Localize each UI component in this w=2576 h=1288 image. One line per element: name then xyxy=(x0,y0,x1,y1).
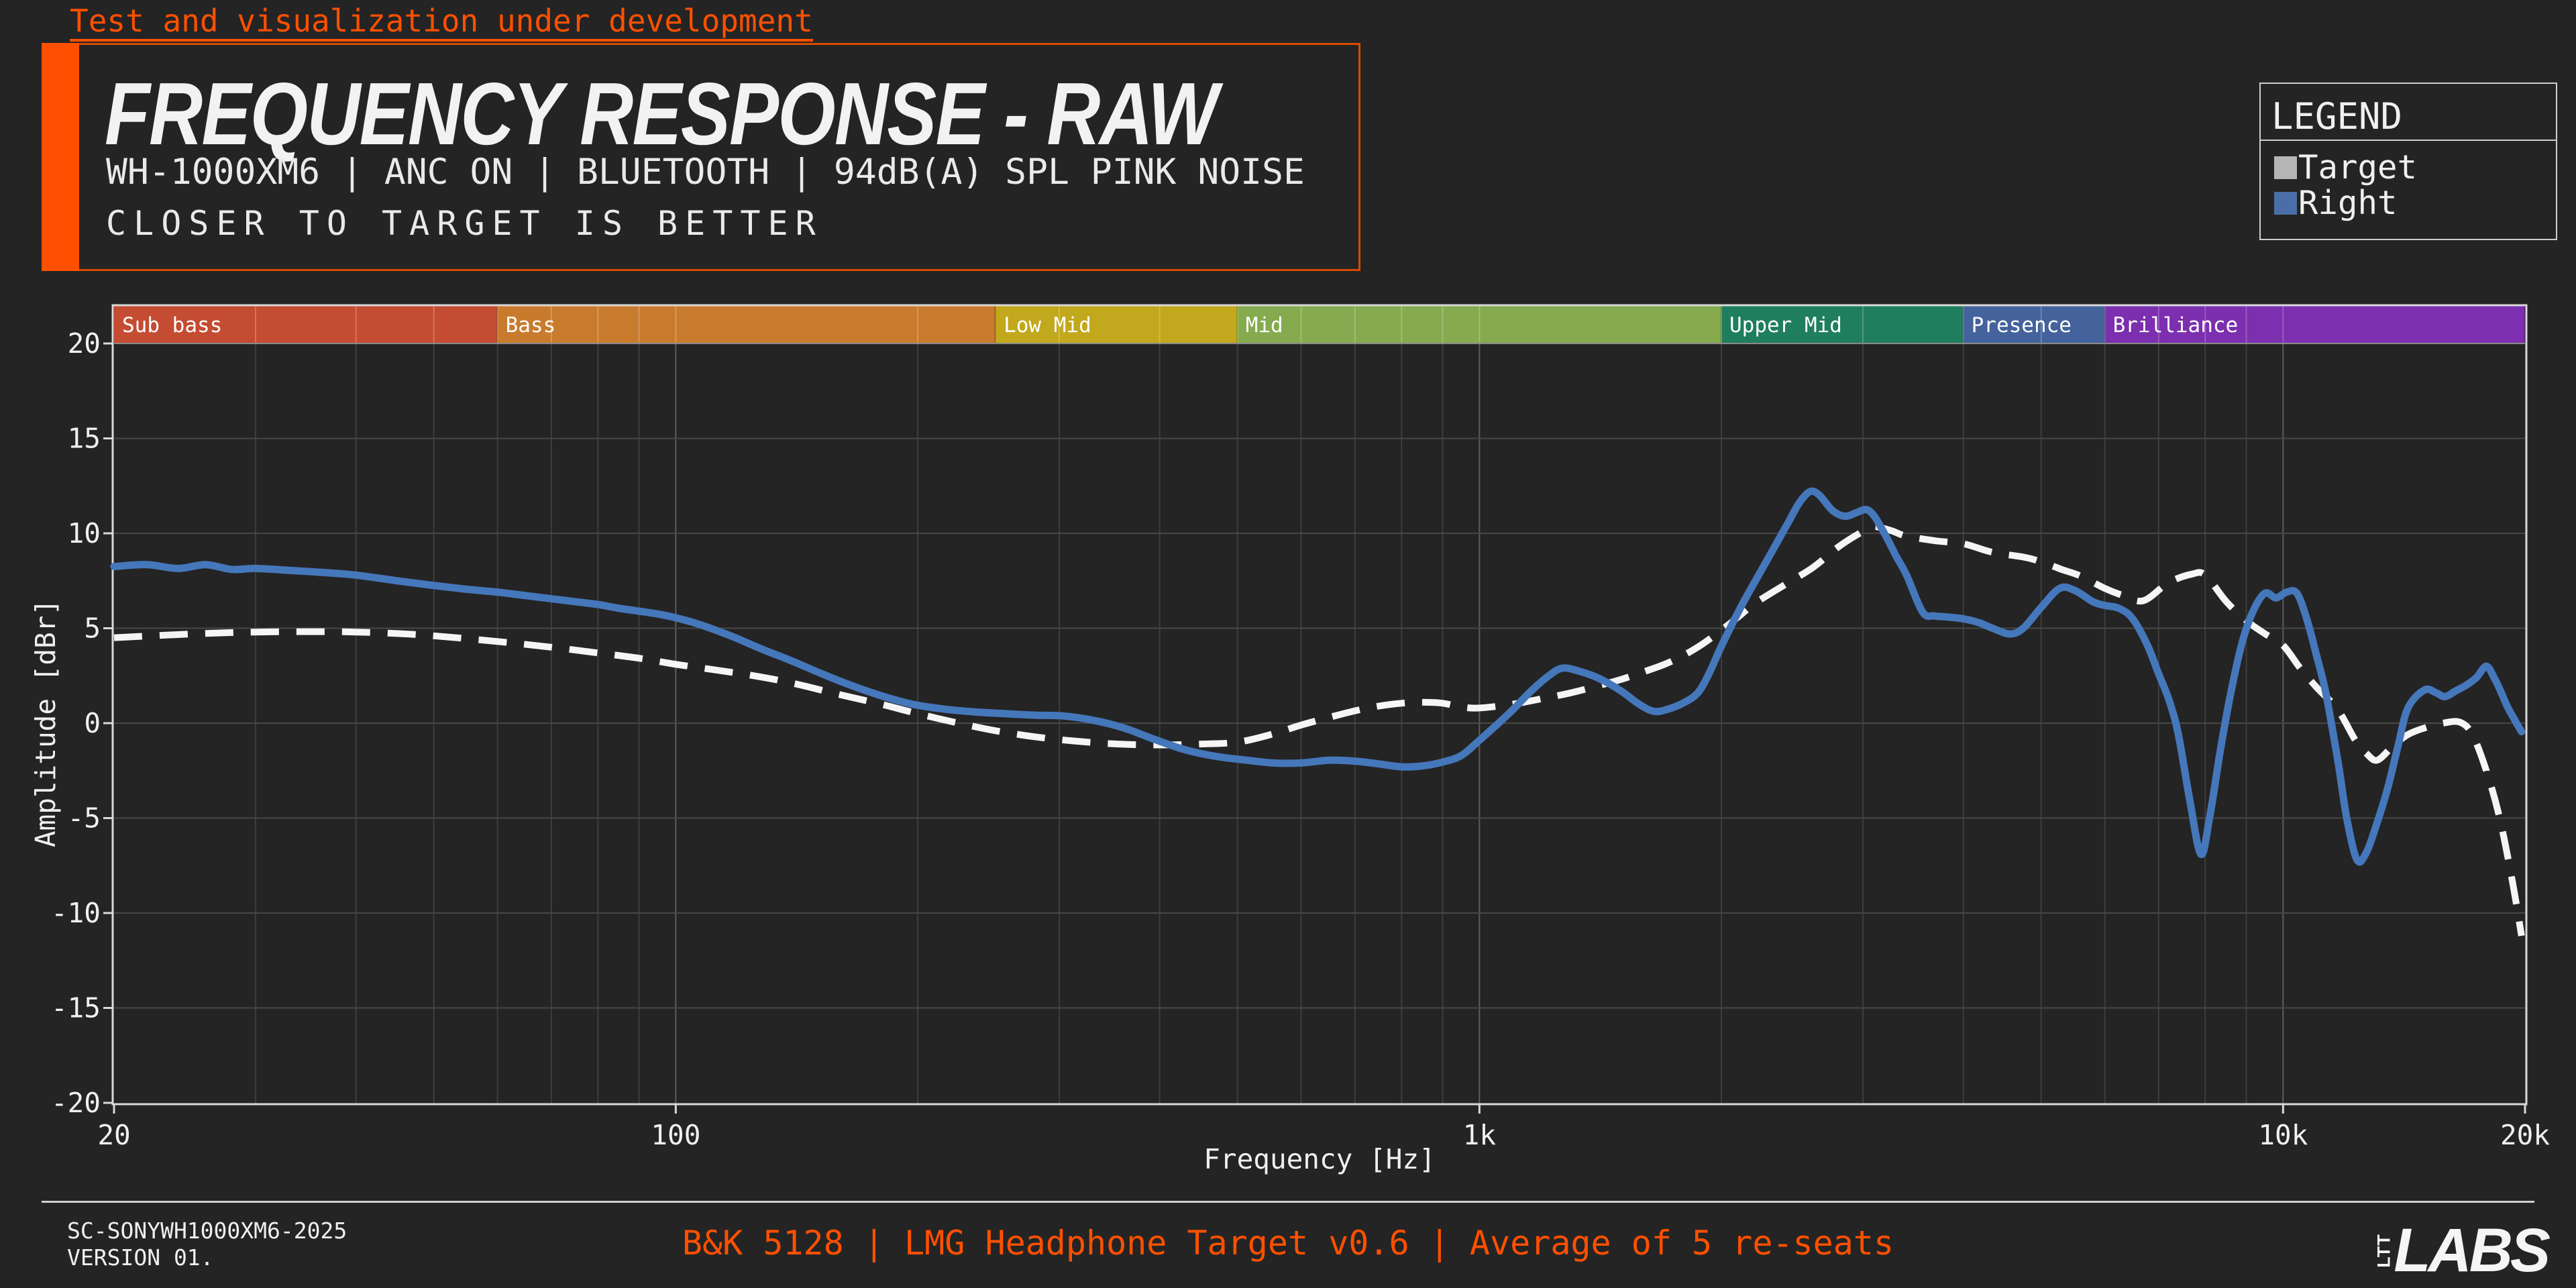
band-bass xyxy=(497,306,996,343)
page-subtitle: WH-1000XM6 | ANC ON | BLUETOOTH | 94dB(A… xyxy=(106,152,1305,193)
ltt-labs-logo: LTT LABS xyxy=(2367,1216,2551,1286)
header-accent-bar xyxy=(42,43,79,271)
y-tick-label: -15 xyxy=(51,992,101,1024)
y-tick-label: -5 xyxy=(68,802,101,835)
band-sub-bass xyxy=(114,306,498,343)
y-tick-label: 20 xyxy=(68,327,101,360)
footer-divider xyxy=(42,1201,2534,1203)
ltt-logo-small: LTT xyxy=(2373,1234,2394,1268)
band-label: Mid xyxy=(1246,313,1283,337)
x-tick-label: 20k xyxy=(2500,1119,2550,1151)
legend-label-right: Right xyxy=(2298,184,2398,222)
y-tick-label: -20 xyxy=(51,1087,101,1119)
footer-id-line1: SC-SONYWH1000XM6-2025 xyxy=(67,1218,347,1244)
band-brilliance xyxy=(2104,306,2525,343)
legend-title: LEGEND xyxy=(2271,95,2403,138)
right-swatch xyxy=(2274,192,2297,215)
footer-note: B&K 5128 | LMG Headphone Target v0.6 | A… xyxy=(682,1224,1894,1263)
y-tick-label: 5 xyxy=(84,612,101,645)
page-title: FREQUENCY RESPONSE - RAW xyxy=(105,64,1218,163)
y-tick-label: 10 xyxy=(68,517,101,549)
x-tick-label: 1k xyxy=(1463,1119,1497,1151)
footer-version: VERSION 01. xyxy=(67,1244,214,1271)
legend-box xyxy=(2259,83,2557,240)
y-axis-title: Amplitude [dBr] xyxy=(30,599,62,847)
band-label: Bass xyxy=(506,313,556,337)
legend-label-target: Target xyxy=(2298,148,2418,186)
band-label: Upper Mid xyxy=(1729,313,1842,337)
y-tick-label: 0 xyxy=(84,707,101,739)
band-label: Brilliance xyxy=(2113,313,2239,337)
x-tick-label: 100 xyxy=(651,1119,700,1151)
x-tick-label: 10k xyxy=(2258,1119,2308,1151)
dev-notice: Test and visualization under development xyxy=(70,5,813,42)
x-tick-label: 20 xyxy=(97,1119,130,1151)
y-tick-label: -10 xyxy=(51,897,101,929)
band-upper-mid xyxy=(1721,306,1964,343)
band-label: Low Mid xyxy=(1004,313,1091,337)
legend-item-right: Right xyxy=(2274,184,2398,222)
band-low-mid xyxy=(996,306,1238,343)
y-tick-label: 15 xyxy=(68,423,101,455)
band-label: Sub bass xyxy=(122,313,222,337)
legend-item-target: Target xyxy=(2274,148,2418,186)
band-presence xyxy=(1963,306,2105,343)
x-axis-title: Frequency [Hz] xyxy=(1203,1143,1436,1175)
legend-divider xyxy=(2259,140,2557,141)
footer-id: SC-SONYWH1000XM6-2025 VERSION 01. xyxy=(67,1218,347,1271)
band-label: Presence xyxy=(1972,313,2072,337)
curve-target xyxy=(113,523,2525,936)
target-swatch xyxy=(2274,156,2297,179)
curve-right xyxy=(110,487,2526,866)
band-mid xyxy=(1237,306,1721,343)
page-tagline: CLOSER TO TARGET IS BETTER xyxy=(106,204,823,243)
ltt-logo-large: LABS xyxy=(2393,1216,2551,1285)
